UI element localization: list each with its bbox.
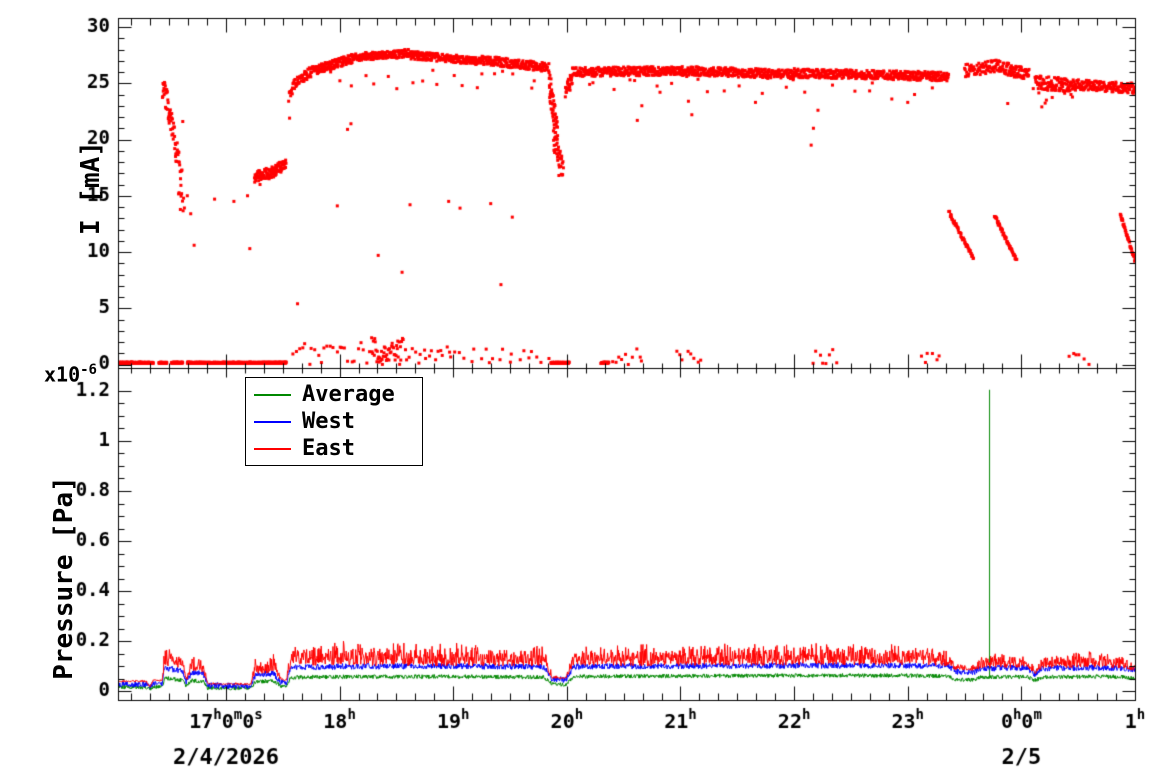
legend-line-west — [254, 420, 291, 423]
axis-multiplier-prefix: x10 — [44, 362, 81, 387]
legend-item-east: East — [246, 435, 422, 462]
axis-multiplier-exponent: -6 — [80, 362, 97, 378]
legend: Average West East — [245, 377, 423, 466]
y-axis-title-pressure: Pressure [Pa] — [49, 476, 79, 680]
legend-label-west: West — [302, 408, 355, 434]
legend-line-east — [254, 447, 291, 450]
legend-item-west: West — [246, 408, 422, 435]
axis-multiplier: x10-6 — [44, 362, 97, 387]
legend-item-average: Average — [246, 381, 422, 408]
legend-label-east: East — [302, 435, 355, 461]
y-axis-title-current: I [mA] — [76, 141, 106, 235]
legend-line-average — [254, 393, 291, 396]
legend-label-average: Average — [302, 381, 395, 407]
